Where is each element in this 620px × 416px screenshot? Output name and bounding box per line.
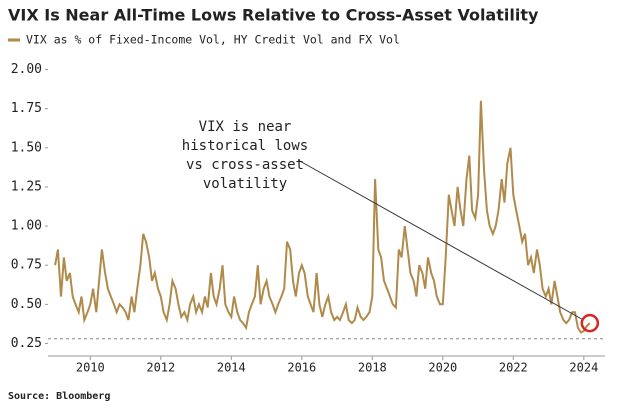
y-tick-label: 2.00 xyxy=(11,62,42,77)
data-line xyxy=(54,100,591,334)
y-tick-label: 1.50 xyxy=(11,140,42,155)
annotation: volatility xyxy=(203,176,287,192)
legend-label: VIX as % of Fixed-Income Vol, HY Credit … xyxy=(26,33,400,47)
y-tick-label: 1.75 xyxy=(11,101,42,116)
x-tick-label: 2014 xyxy=(217,361,246,375)
annotation-arrow xyxy=(297,159,583,320)
x-tick-label: 2022 xyxy=(499,361,528,375)
x-tick-label: 2020 xyxy=(428,361,457,375)
y-tick-label: 0.75 xyxy=(11,258,42,273)
annotation: vs cross-asset xyxy=(186,157,304,173)
x-tick-label: 2024 xyxy=(569,361,598,375)
y-tick-label: 0.50 xyxy=(11,297,42,312)
x-tick-label: 2010 xyxy=(76,361,105,375)
y-tick-label: 1.00 xyxy=(11,219,42,234)
x-tick-label: 2012 xyxy=(146,361,175,375)
chart-title: VIX Is Near All-Time Lows Relative to Cr… xyxy=(8,6,539,25)
x-tick-label: 2018 xyxy=(358,361,387,375)
annotation: VIX is near xyxy=(199,119,292,135)
annotation: historical lows xyxy=(182,138,308,154)
x-tick-label: 2016 xyxy=(287,361,316,375)
y-tick-label: 0.25 xyxy=(11,336,42,351)
source: Source: Bloomberg xyxy=(8,391,110,402)
highlight-circle xyxy=(580,313,600,333)
y-tick-label: 1.25 xyxy=(11,179,42,194)
